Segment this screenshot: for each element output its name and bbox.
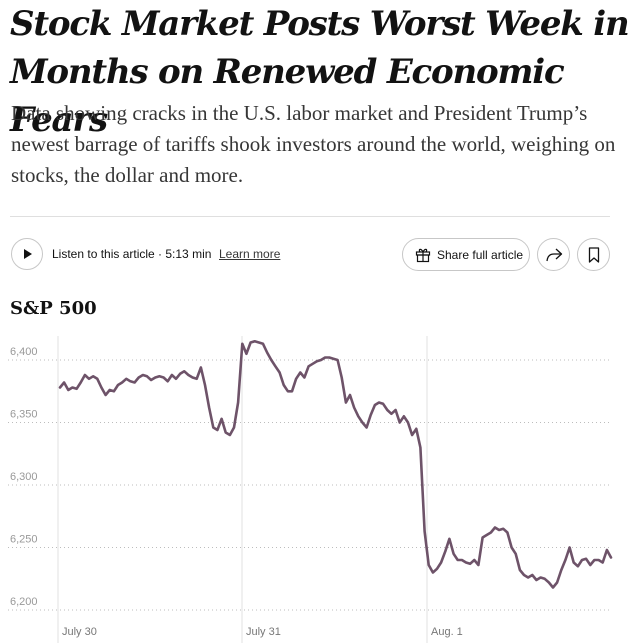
save-bookmark-button[interactable]: [577, 238, 610, 271]
bookmark-icon: [588, 246, 599, 263]
article-summary: Data showing cracks in the U.S. labor ma…: [11, 101, 616, 187]
chart-title: S&P 500: [10, 298, 97, 319]
y-tick-label: 6,300: [10, 471, 38, 483]
headline: Stock Market Posts Worst Week in Months …: [10, 4, 630, 140]
share-full-article-button[interactable]: Share full article: [402, 238, 530, 271]
y-tick-label: 6,400: [10, 346, 38, 358]
share-label: Share full article: [437, 247, 524, 262]
listen-play-button[interactable]: [11, 238, 43, 270]
share-arrow-icon: [545, 248, 562, 261]
sp500-chart: 6,400 6,350 6,300 6,250 6,200 July 30 July 31…: [8, 336, 613, 643]
learn-more-link[interactable]: Learn more: [219, 247, 281, 261]
gift-icon: [415, 248, 431, 262]
x-tick-label: July 30: [62, 626, 97, 638]
y-tick-label: 6,250: [10, 534, 38, 546]
divider: [10, 216, 610, 217]
x-tick-label: July 31: [246, 626, 281, 638]
listen-label: Listen to this article · 5:13 min: [52, 247, 212, 261]
y-tick-label: 6,350: [10, 409, 38, 421]
y-tick-label: 6,200: [10, 596, 38, 608]
share-button[interactable]: [537, 238, 570, 271]
play-icon: [24, 249, 32, 259]
sp500-series-line: [58, 340, 613, 589]
x-tick-label: Aug. 1: [431, 626, 463, 638]
